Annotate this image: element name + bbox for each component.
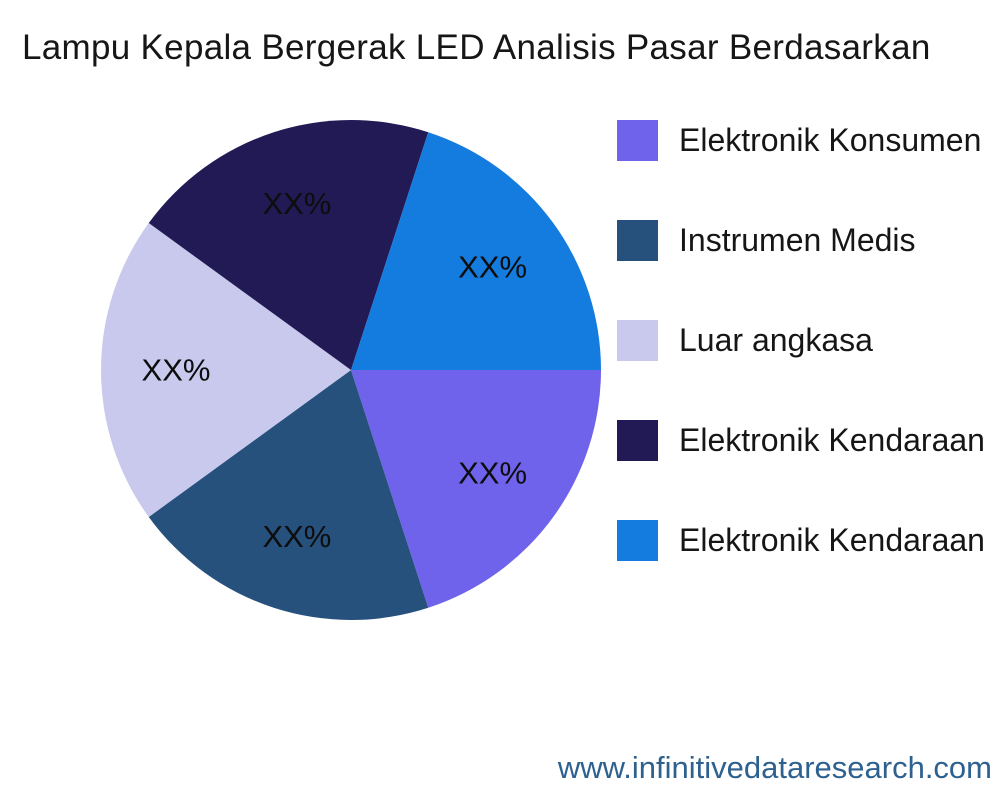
pie-slice-1: [148, 370, 429, 620]
pie-slice-2: [101, 223, 351, 517]
pie-slice-value-label: XX%: [458, 250, 527, 285]
legend-item-4: Elektronik Kendaraan: [617, 520, 985, 561]
legend-item-2: Luar angkasa: [617, 320, 985, 361]
legend-swatch-icon: [617, 420, 658, 461]
pie-slice-value-label: XX%: [458, 455, 527, 490]
pie-slice-value-label: XX%: [142, 353, 211, 388]
pie-slice-value-label: XX%: [262, 519, 331, 554]
legend-swatch-icon: [617, 520, 658, 561]
legend-item-0: Elektronik Konsumen: [617, 120, 985, 161]
chart-title: Lampu Kepala Bergerak LED Analisis Pasar…: [22, 28, 931, 67]
pie-slice-value-label: XX%: [262, 186, 331, 221]
legend-swatch-icon: [617, 320, 658, 361]
legend-item-1: Instrumen Medis: [617, 220, 985, 261]
legend-swatch-icon: [617, 120, 658, 161]
legend-label: Elektronik Kendaraan: [679, 422, 985, 458]
pie-chart: XX% XX% XX% XX% XX%: [101, 120, 601, 620]
pie-slice-4: [351, 132, 601, 370]
legend-label: Luar angkasa: [679, 322, 873, 358]
legend-label: Elektronik Konsumen: [679, 122, 982, 158]
legend: Elektronik Konsumen Instrumen Medis Luar a…: [617, 120, 985, 561]
legend-label: Elektronik Kendaraan: [679, 522, 985, 558]
legend-label: Instrumen Medis: [679, 222, 916, 258]
legend-item-3: Elektronik Kendaraan: [617, 420, 985, 461]
legend-swatch-icon: [617, 220, 658, 261]
watermark-link[interactable]: www.infinitivedataresearch.com: [557, 750, 992, 785]
pie-slice-3: [148, 120, 429, 370]
pie-slice-0: [351, 370, 601, 608]
